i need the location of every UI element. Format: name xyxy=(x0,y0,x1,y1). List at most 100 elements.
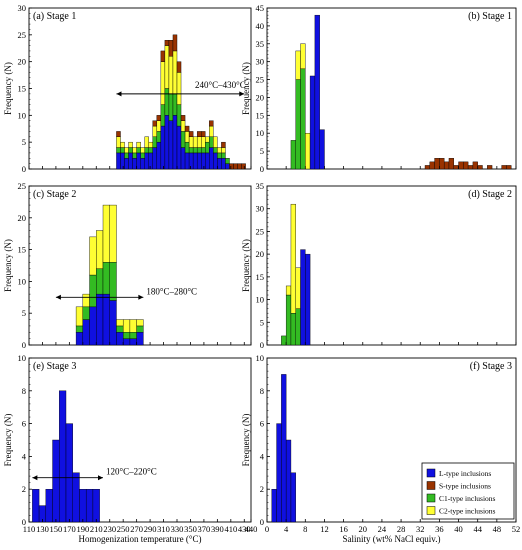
bar-c2-type xyxy=(300,43,306,70)
bar-c1-type xyxy=(124,152,129,159)
y-tick-label: 0 xyxy=(22,517,26,527)
y-tick-label: 5 xyxy=(22,137,26,147)
bar-s-type xyxy=(172,34,178,52)
x-tick-label: 330 xyxy=(171,524,184,534)
bar-c1-type xyxy=(176,104,182,127)
bar-l-type xyxy=(168,120,174,170)
bar-c2-type xyxy=(122,319,131,333)
bar-s-type xyxy=(180,115,186,121)
bar-c1-type xyxy=(221,152,226,159)
bar-c1-type xyxy=(209,136,214,148)
bar-c1-type xyxy=(129,332,137,339)
bar-c2-type xyxy=(168,56,174,95)
bar-s-type xyxy=(487,165,493,170)
bar-c1-type xyxy=(290,313,296,346)
bar-c1-type xyxy=(205,141,210,154)
bar-l-type xyxy=(176,125,182,170)
bar-c2-type xyxy=(75,306,84,327)
bar-l-type xyxy=(136,152,141,170)
bar-c2-type xyxy=(290,203,296,314)
bar-l-type xyxy=(285,439,292,523)
bar-l-type xyxy=(221,158,226,170)
range-arrow-head-right xyxy=(98,475,103,481)
bar-c1-type xyxy=(82,306,90,320)
bar-c1-type xyxy=(281,335,287,346)
bar-c1-type xyxy=(136,325,144,333)
x-tick-label: 12 xyxy=(320,524,329,534)
bar-l-type xyxy=(201,152,206,170)
bar-c2-type xyxy=(96,230,104,269)
bar-c1-type xyxy=(128,147,133,154)
bar-c1-type xyxy=(116,325,124,333)
bar-s-type xyxy=(188,131,194,138)
x-tick-label: 210 xyxy=(90,524,103,534)
bar-l-type xyxy=(225,163,230,170)
bar-c1-type xyxy=(152,136,158,148)
range-arrow-head-left xyxy=(116,91,122,97)
y-tick-label: 15 xyxy=(256,272,265,282)
y-tick-label: 8 xyxy=(260,386,264,396)
bar-s-type xyxy=(156,115,162,121)
bar-l-type xyxy=(116,332,124,346)
panel-title: (c) Stage 2 xyxy=(33,189,76,200)
x-axis-title-salinity: Salinity (wt% NaCl equiv.) xyxy=(343,534,441,544)
bar-c2-type xyxy=(295,267,301,309)
bar-c2-type xyxy=(217,147,222,154)
y-tick-label: 10 xyxy=(256,295,265,305)
bar-s-type xyxy=(221,141,226,148)
bar-s-type xyxy=(467,165,474,170)
bar-c2-type xyxy=(172,50,178,95)
bar-l-type xyxy=(136,332,144,346)
bar-l-type xyxy=(172,115,178,170)
bar-l-type xyxy=(89,306,97,346)
bar-c2-type xyxy=(148,141,153,148)
bar-s-type xyxy=(501,165,507,170)
x-tick-label: 36 xyxy=(435,524,444,534)
bar-c2-type xyxy=(132,147,137,154)
bar-c1-type xyxy=(290,140,296,170)
y-tick-label: 4 xyxy=(260,451,265,461)
bar-l-type xyxy=(271,489,277,523)
x-tick-label: 250 xyxy=(117,524,130,534)
bar-c2-type xyxy=(192,136,198,148)
x-tick-label: 430 xyxy=(238,524,251,534)
bar-c2-type xyxy=(129,319,137,333)
x-tick-label: 290 xyxy=(144,524,157,534)
bar-c2-type xyxy=(156,120,162,132)
bar-c2-type xyxy=(305,133,311,170)
bar-c1-type xyxy=(213,147,218,154)
bar-l-type xyxy=(184,152,190,170)
y-tick-label: 25 xyxy=(256,226,265,236)
y-tick-label: 0 xyxy=(260,340,264,350)
y-tick-label: 0 xyxy=(260,164,264,174)
bar-s-type xyxy=(453,165,459,170)
bar-c2-type xyxy=(109,204,117,263)
x-tick-label: 390 xyxy=(211,524,224,534)
bar-l-type xyxy=(96,293,104,346)
bar-l-type xyxy=(276,423,282,523)
bar-c1-type xyxy=(295,79,301,170)
x-tick-label: 8 xyxy=(303,524,307,534)
range-annotation-label: 120°C–220°C xyxy=(106,467,157,477)
range-arrow-head-left xyxy=(55,294,61,300)
panel-c: 0 5 10 15 20 25 Frequency (N) (c) Stage 2 180°C–… xyxy=(3,181,252,350)
y-tick-label: 2 xyxy=(22,484,26,494)
y-tick-label: 30 xyxy=(256,57,265,67)
y-tick-label: 45 xyxy=(256,3,265,13)
bar-l-type xyxy=(59,390,67,523)
bar-l-type xyxy=(314,14,320,170)
x-tick-label: 48 xyxy=(493,524,502,534)
bar-s-type xyxy=(506,165,512,170)
bar-c1-type xyxy=(285,294,292,346)
x-tick-label: 110 xyxy=(23,524,35,534)
x-tick-label: 370 xyxy=(198,524,211,534)
bar-s-type xyxy=(458,161,464,170)
y-axis-title: Frequency (N) xyxy=(3,62,13,115)
bar-l-type xyxy=(192,152,198,170)
x-tick-label: 32 xyxy=(416,524,425,534)
x-tick-label: 440 xyxy=(245,524,258,534)
bar-l-type xyxy=(217,158,222,170)
bar-l-type xyxy=(82,319,90,346)
bar-s-type xyxy=(168,40,174,57)
bar-c2-type xyxy=(164,45,170,89)
